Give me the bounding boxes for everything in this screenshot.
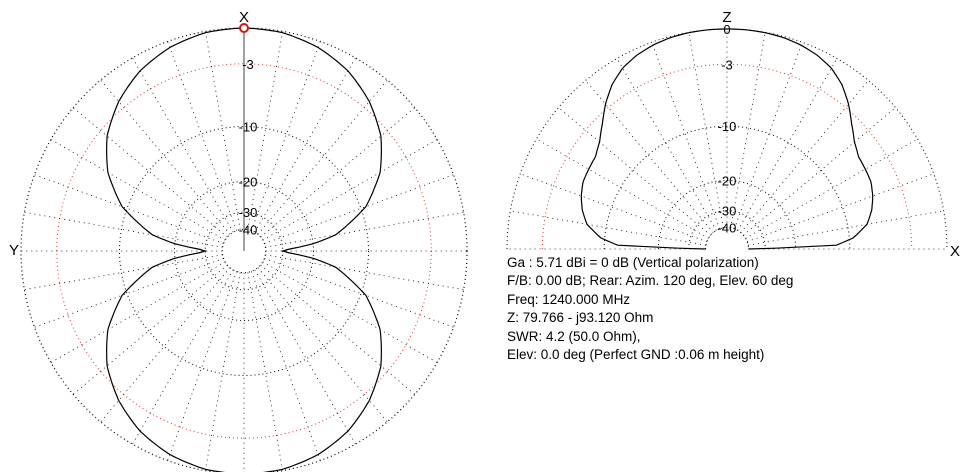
ring-label: -20 bbox=[239, 175, 258, 190]
spoke bbox=[132, 57, 234, 233]
frequency-text: Freq: 1240.000 MHz bbox=[507, 291, 631, 307]
spoke bbox=[264, 174, 454, 244]
spoke bbox=[748, 210, 944, 246]
ring-1 bbox=[119, 126, 369, 376]
spoke bbox=[265, 211, 464, 248]
spoke bbox=[558, 107, 711, 236]
spoke bbox=[100, 267, 231, 423]
elevation-ring-labels: 0 -3 -10 -20 -30 -40 bbox=[718, 22, 737, 236]
ring-label: -10 bbox=[718, 119, 737, 134]
spoke bbox=[24, 254, 223, 291]
spoke bbox=[254, 269, 356, 445]
impedance-text: Z: 79.766 - j93.120 Ohm bbox=[507, 310, 654, 326]
spoke bbox=[737, 58, 838, 231]
spoke bbox=[50, 261, 226, 363]
ring-label: -30 bbox=[718, 204, 737, 219]
elevation-grid bbox=[506, 28, 948, 250]
spoke bbox=[132, 269, 234, 445]
ring-label: -40 bbox=[239, 222, 258, 237]
swr-text: SWR: 4.2 (50.0 Ohm), bbox=[507, 328, 641, 344]
elevation-text: Elev: 0.0 deg (Perfect GND :0.06 m heigh… bbox=[507, 347, 765, 363]
spoke bbox=[260, 107, 416, 238]
ring-4 bbox=[688, 210, 766, 250]
spoke bbox=[265, 254, 464, 291]
elevation-pattern-line bbox=[580, 28, 874, 250]
spoke bbox=[204, 31, 241, 230]
spoke bbox=[24, 211, 223, 248]
spoke bbox=[167, 271, 237, 461]
spoke bbox=[585, 80, 714, 233]
spoke bbox=[254, 57, 356, 233]
spoke bbox=[743, 107, 896, 236]
azimuth-axis-label-left: Y bbox=[9, 242, 19, 259]
azimuth-pattern-line bbox=[105, 27, 383, 472]
elevation-axis-label-right: X bbox=[950, 243, 960, 260]
ring-label: -20 bbox=[718, 173, 737, 188]
azimuth-grid bbox=[20, 27, 468, 472]
spoke bbox=[34, 258, 224, 328]
spoke bbox=[510, 210, 706, 246]
elevation-trace bbox=[580, 28, 874, 250]
ring-label: -3 bbox=[721, 57, 733, 72]
spoke bbox=[746, 173, 934, 243]
spoke bbox=[251, 41, 321, 231]
spoke bbox=[651, 42, 721, 230]
spoke bbox=[72, 264, 228, 395]
elevation-plot: 0 -3 -10 -20 -30 -40 Z X bbox=[506, 9, 960, 260]
spoke bbox=[520, 173, 708, 243]
spoke bbox=[72, 107, 228, 238]
ring-2 bbox=[603, 125, 851, 250]
ring-label: -30 bbox=[239, 205, 258, 220]
spoke bbox=[50, 139, 226, 241]
ring-label: -3 bbox=[242, 57, 254, 72]
spoke bbox=[262, 139, 438, 241]
ring-label: -10 bbox=[239, 120, 258, 135]
spoke bbox=[264, 258, 454, 328]
spoke bbox=[745, 138, 918, 239]
max-gain-marker bbox=[239, 23, 249, 33]
ring-2 bbox=[174, 181, 314, 321]
spoke bbox=[204, 272, 241, 471]
spoke bbox=[257, 267, 388, 423]
spoke bbox=[740, 80, 869, 233]
spoke bbox=[262, 261, 438, 363]
elevation-axis-label-top: Z bbox=[722, 9, 731, 26]
pattern-info-panel: Ga : 5.71 dBi = 0 dB (Vertical polarizat… bbox=[507, 254, 793, 364]
spoke bbox=[730, 32, 766, 228]
gain-text: Ga : 5.71 dBi = 0 dB (Vertical polarizat… bbox=[507, 255, 759, 270]
spoke bbox=[536, 138, 709, 239]
spoke bbox=[100, 79, 231, 235]
spoke bbox=[247, 31, 284, 230]
spoke bbox=[260, 264, 416, 395]
spoke bbox=[34, 174, 224, 244]
spoke bbox=[616, 58, 717, 231]
spoke bbox=[733, 42, 803, 230]
azimuth-axis-label-top: X bbox=[239, 9, 249, 26]
spoke bbox=[247, 272, 284, 471]
outer-ring bbox=[20, 27, 468, 472]
ring-label: -40 bbox=[718, 221, 737, 236]
azimuth-ring-labels: -3 -10 -20 -30 -40 bbox=[239, 57, 258, 238]
spoke bbox=[257, 79, 388, 235]
azimuth-plot: -3 -10 -20 -30 -40 X Y bbox=[9, 9, 468, 472]
ring-label: 0 bbox=[723, 22, 730, 37]
front-back-text: F/B: 0.00 dB; Rear: Azim. 120 deg, Elev.… bbox=[507, 273, 794, 289]
spoke bbox=[251, 271, 321, 461]
spoke bbox=[167, 41, 237, 231]
azimuth-trace bbox=[105, 23, 383, 472]
spoke bbox=[688, 32, 724, 228]
ring-5 bbox=[705, 227, 749, 250]
